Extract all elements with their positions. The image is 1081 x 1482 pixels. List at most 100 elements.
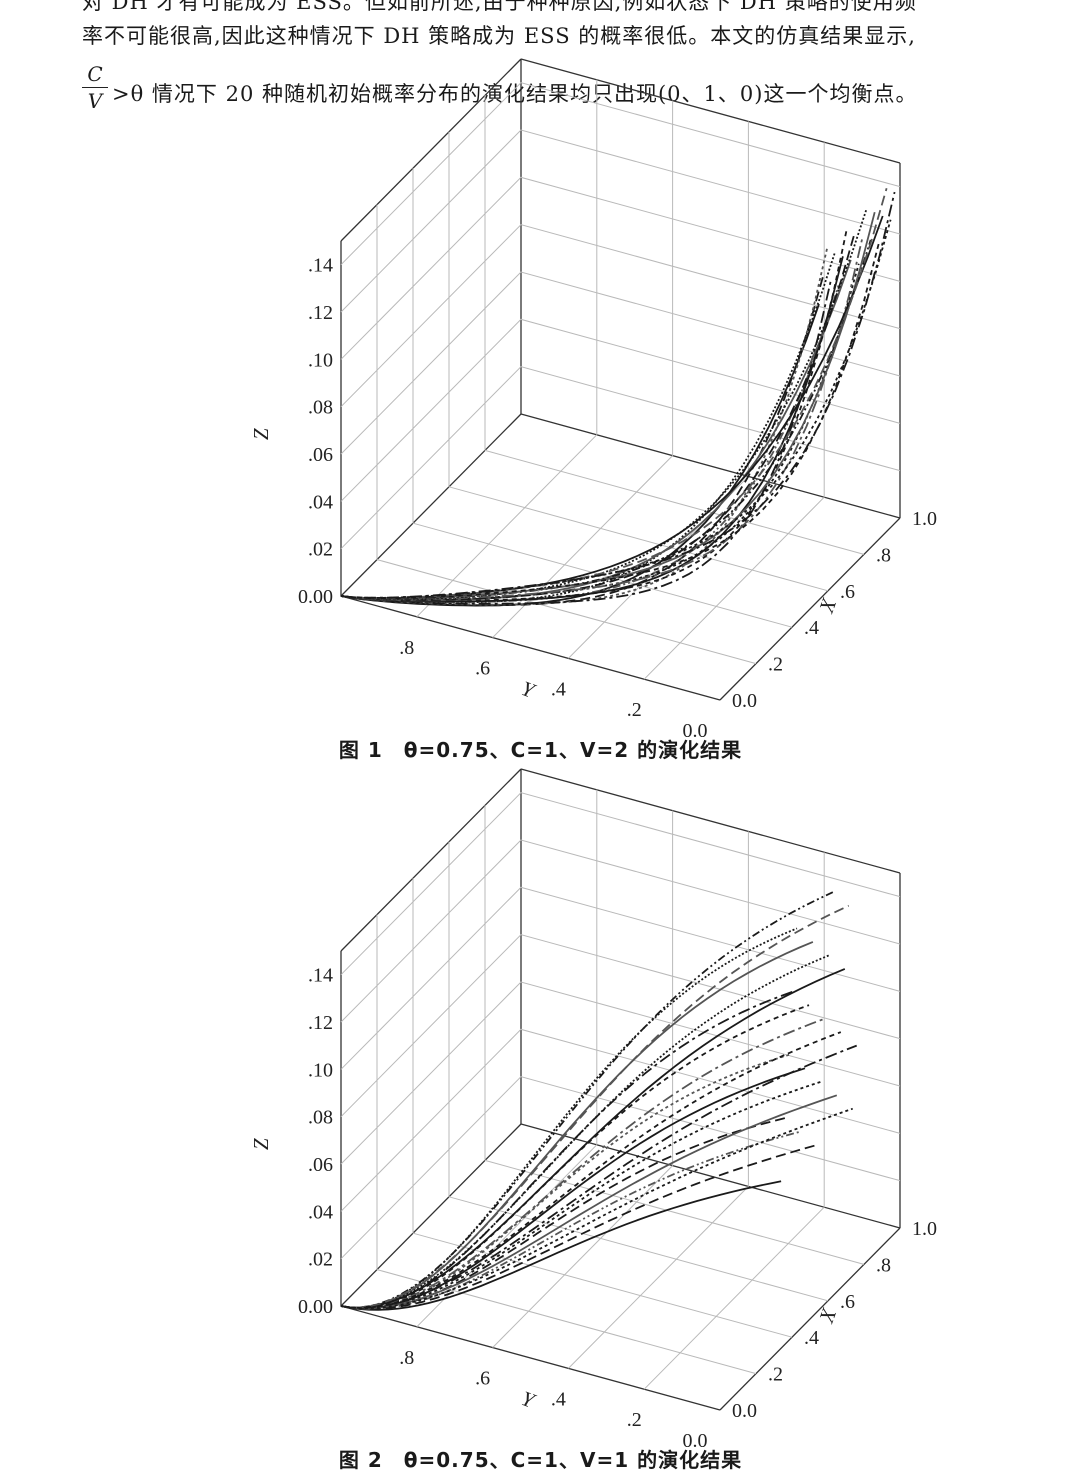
x-tick-label: .4: [804, 617, 819, 639]
z-tick-label: 0.00: [298, 586, 333, 608]
x-tick-label: .2: [768, 654, 783, 676]
z-tick-label: .08: [308, 397, 333, 419]
y-tick-label: .4: [551, 1388, 566, 1410]
z-tick-label: .06: [308, 1154, 333, 1176]
trajectory-series-16: [340, 1031, 842, 1309]
trajectory-series-12: [340, 235, 864, 601]
trajectory-series-9: [340, 941, 814, 1309]
top-left-edge: [340, 58, 522, 242]
y-tick-label: 0.0: [683, 720, 708, 742]
x-tick-label: .4: [804, 1327, 819, 1349]
trajectory-series-8: [340, 1004, 810, 1310]
trajectory-series-5: [340, 927, 798, 1309]
z-gridline: [340, 129, 901, 313]
z-tick-label: .08: [308, 1107, 333, 1129]
x-gridline-floor: [412, 1232, 793, 1338]
trajectory-series-16: [340, 243, 880, 600]
x-tick-label: .6: [840, 581, 855, 603]
figure-1-grid: [340, 79, 901, 680]
z-gridline: [340, 176, 901, 360]
x-gridline-floor: [448, 486, 829, 592]
y-tick-label: 0.0: [683, 1430, 708, 1452]
fraction-c-over-v: C V: [80, 62, 110, 113]
z-tick-label: .14: [308, 255, 333, 277]
fraction-denominator: V: [87, 89, 103, 113]
trajectory-series-5: [340, 252, 836, 604]
z-gridline: [340, 271, 901, 455]
y-gridline-floor: [643, 496, 825, 680]
figure-2-caption: 图 2 θ=0.75、C=1、V=1 的演化结果: [338, 1448, 743, 1472]
trajectory-series-18: [340, 904, 850, 1309]
z-gridline: [340, 318, 901, 502]
x-gridline-floor: [376, 559, 757, 665]
figure-2-grid: [340, 789, 901, 1390]
y-gridline-floor: [492, 455, 673, 638]
trajectory-series-13: [340, 954, 830, 1309]
trajectory-series-19: [340, 1107, 853, 1310]
x-tick-label: .8: [876, 1254, 891, 1276]
y-tick-label: .6: [475, 1368, 490, 1390]
paragraph-line-1: 率不可能很高,因此这种情况下 DH 策略成为 ESS 的概率很低。本文的仿真结果…: [82, 24, 916, 48]
z-tick-label: .04: [308, 1201, 333, 1223]
x-tick-label: .8: [876, 544, 891, 566]
z-axis-title: Z: [249, 1138, 273, 1150]
y-gridline-floor: [643, 1206, 825, 1390]
figure-1-chart: .14 .12 .10 .08 .06 .04 .02 0.00 .8 .6 .4 .2 0.0 1.0.…: [249, 58, 937, 742]
trajectory-series-3: [340, 1053, 790, 1310]
axis-x-right: [719, 1227, 901, 1411]
trajectory-series-20: [340, 1044, 858, 1309]
figure-1-caption: 图 1 θ=0.75、C=1、V=2 的演化结果: [338, 738, 743, 762]
z-gridline: [340, 981, 901, 1165]
x-tick-label: 1.0: [912, 508, 937, 530]
trajectory-series-20: [340, 191, 896, 599]
axis-x-right: [719, 517, 901, 701]
z-gridline: [340, 839, 901, 1023]
axis-y-front: [340, 595, 721, 701]
trajectory-series-4: [340, 990, 794, 1310]
y-axis-title: Y: [518, 676, 539, 703]
trajectory-series-14: [340, 891, 834, 1309]
z-tick-label: .10: [308, 1059, 333, 1081]
trajectory-series-13: [340, 208, 868, 601]
trajectory-series-14: [340, 239, 872, 600]
paragraph-line-0: 对 DH 才有可能成为 ESS。但如前所述,由于种种原因,例如状态下 DH 策略…: [82, 0, 917, 14]
y-gridline-floor: [568, 1186, 749, 1369]
z-gridline: [340, 82, 901, 266]
z-gridline: [340, 1076, 901, 1260]
z-tick-label: .02: [308, 1249, 333, 1271]
fraction-numerator: C: [87, 62, 103, 86]
back-floor-edge: [520, 413, 901, 519]
z-gridline: [340, 224, 901, 408]
figure-1-ticks: .14 .12 .10 .08 .06 .04 .02 0.00 .8 .6 .4 .2 0.0 1.0.…: [249, 255, 937, 742]
trajectory-series-2: [340, 1117, 786, 1310]
z-axis-title: Z: [249, 428, 273, 440]
x-tick-label: 0.0: [732, 690, 757, 712]
trajectory-series-17: [340, 968, 846, 1309]
z-tick-label: .04: [308, 491, 333, 513]
trajectory-series-10: [340, 1144, 818, 1310]
figure-1-curves: [340, 188, 896, 607]
figure-2-chart: .14 .12 .10 .08 .06 .04 .02 0.00 .8 .6 .4 .2 0.0 1.0.…: [249, 768, 937, 1452]
y-gridline-floor: [416, 1144, 598, 1328]
x-tick-label: .2: [768, 1364, 783, 1386]
x-tick-label: 1.0: [912, 1218, 937, 1240]
left-floor-edge: [340, 413, 522, 597]
z-gridline: [340, 934, 901, 1118]
top-left-edge: [340, 768, 522, 952]
figure-2-frame: [340, 768, 901, 1411]
x-axis-title: X: [814, 1304, 842, 1326]
x-tick-label: 0.0: [732, 1400, 757, 1422]
fraction-bar: [82, 87, 108, 88]
x-gridline-floor: [484, 449, 865, 555]
trajectory-series-15: [340, 211, 876, 600]
y-tick-label: .2: [627, 699, 642, 721]
back-floor-edge: [520, 1123, 901, 1229]
y-gridline-floor: [492, 1165, 673, 1348]
z-gridline: [340, 886, 901, 1070]
z-tick-label: .02: [308, 539, 333, 561]
y-tick-label: .8: [399, 1347, 414, 1369]
trajectory-series-11: [340, 1080, 822, 1310]
z-tick-label: .14: [308, 965, 333, 987]
z-tick-label: .12: [308, 1012, 333, 1034]
trajectory-series-4: [340, 280, 832, 605]
